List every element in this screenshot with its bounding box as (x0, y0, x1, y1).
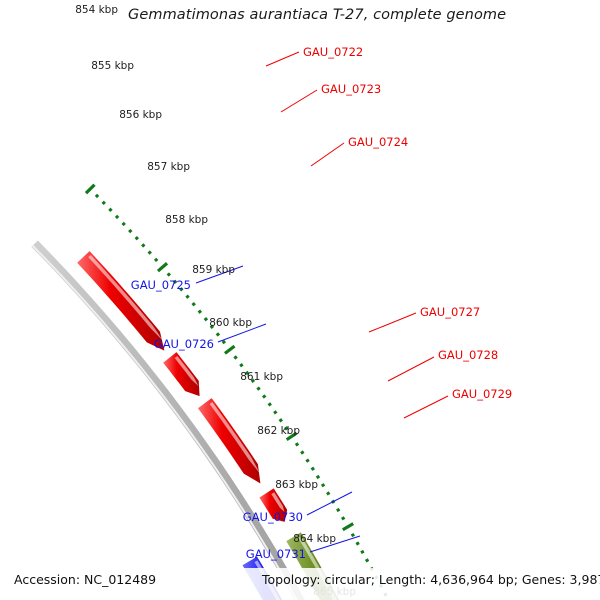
ruler-minor-tick (355, 541, 360, 546)
leader-line-gau_0724 (310, 142, 345, 167)
ruler-minor-tick (320, 483, 326, 488)
ruler-label-9: 863 kbp (275, 479, 318, 491)
forward-strand-track[interactable] (77, 251, 482, 600)
gene-red-3[interactable] (197, 398, 261, 484)
ruler-minor-tick (239, 363, 244, 368)
ruler-label-8: 862 kbp (257, 425, 300, 437)
gene-red-1[interactable] (77, 251, 165, 351)
leader-line-gau_0731 (309, 535, 361, 553)
ruler-minor-tick (350, 532, 355, 538)
ruler-minor-tick (94, 193, 100, 199)
ruler-minor-tick (185, 294, 190, 299)
leader-line-gau_0726 (217, 323, 267, 343)
ruler-major-tick (223, 344, 236, 355)
backbone-highlight (31, 244, 298, 600)
ruler-label-4: 858 kbp (165, 214, 208, 226)
leader-line-gau_0730 (306, 491, 353, 516)
ruler-minor-tick (203, 317, 209, 322)
leader-line-gau_0722 (265, 51, 300, 67)
ruler-minor-tick (121, 221, 126, 227)
gene-leader-lines (195, 51, 449, 553)
ruler-minor-tick (364, 558, 370, 563)
page-title: Gemmatimonas aurantiaca T-27, complete g… (124, 6, 511, 25)
ruler-label-5: 859 kbp (192, 264, 235, 276)
ruler-minor-tick (221, 339, 227, 345)
gene-label-gau_0723[interactable]: GAU_0723 (321, 82, 382, 96)
gene-label-gau_0724[interactable]: GAU_0724 (348, 135, 409, 149)
genome-backbone (31, 240, 305, 600)
ruler-minor-tick (305, 458, 310, 463)
ruler-major-tick (285, 431, 298, 442)
ruler-minor-tick (215, 332, 221, 337)
gene-red-1-highlight (88, 254, 163, 341)
ruler-minor-tick (310, 466, 315, 471)
ruler-minor-tick (128, 228, 133, 234)
ruler-minor-tick (250, 378, 256, 383)
leader-line-gau_0725 (195, 265, 244, 284)
gene-label-gau_0729[interactable]: GAU_0729 (452, 387, 513, 401)
ruler-minor-tick (315, 474, 321, 480)
ruler-minor-tick (147, 250, 152, 255)
gene-red-4-highlight (271, 492, 285, 512)
leader-line-gau_0723 (280, 89, 318, 113)
ruler-minor-tick (336, 507, 341, 513)
gene-label-gau_0727[interactable]: GAU_0727 (420, 305, 481, 319)
ruler-label-6: 860 kbp (209, 317, 252, 329)
status-bar: Accession: NC_012489 Topology: circular;… (0, 568, 600, 600)
ruler-minor-tick (191, 301, 196, 307)
leader-line-gau_0728 (387, 356, 435, 382)
ruler-label-7: 861 kbp (240, 371, 283, 383)
ruler-minor-tick (209, 324, 215, 329)
ruler-label-0: 854 kbp (75, 4, 118, 16)
gene-red-2-highlight (174, 355, 199, 387)
gene-label-gau_0726[interactable]: GAU_0726 (153, 337, 214, 351)
ruler-minor-tick (256, 386, 261, 391)
ruler-minor-tick (284, 426, 289, 431)
ruler-label-2: 856 kbp (119, 109, 162, 121)
ruler-minor-tick (267, 402, 272, 407)
gene-label-gau_0730[interactable]: GAU_0730 (242, 510, 303, 524)
ruler-minor-tick (294, 442, 300, 447)
ruler-minor-tick (326, 491, 331, 496)
gene-label-gau_0731[interactable]: GAU_0731 (245, 547, 306, 561)
coordinate-ruler (84, 183, 388, 597)
ruler-minor-tick (153, 257, 159, 263)
ruler-major-tick (156, 262, 169, 273)
ruler-minor-tick (300, 450, 305, 455)
gene-label-gau_0722[interactable]: GAU_0722 (303, 45, 364, 59)
leader-line-gau_0727 (368, 312, 417, 333)
gene-label-gau_0725[interactable]: GAU_0725 (130, 278, 191, 292)
genome-stats-text: Topology: circular; Length: 4,636,964 bp… (262, 572, 600, 587)
ruler-label-3: 857 kbp (147, 161, 190, 173)
ruler-minor-tick (273, 410, 278, 415)
ruler-minor-tick (101, 200, 106, 206)
gene-red-2[interactable] (163, 352, 200, 397)
leader-line-gau_0729 (403, 395, 449, 419)
ruler-major-tick (84, 183, 96, 195)
gene-red-4[interactable] (259, 488, 288, 522)
ruler-minor-tick (166, 272, 172, 277)
ruler-label-10: 864 kbp (293, 533, 336, 545)
ruler-minor-tick (197, 309, 203, 314)
ruler-minor-tick (114, 214, 120, 220)
gene-label-gau_0728[interactable]: GAU_0728 (438, 348, 499, 362)
gene-red-3-highlight (209, 401, 260, 474)
ruler-label-1: 855 kbp (91, 60, 134, 72)
ruler-minor-tick (179, 287, 184, 292)
backbone-line (31, 240, 305, 600)
ruler-minor-tick (244, 370, 250, 376)
ruler-minor-tick (278, 418, 283, 423)
ruler-major-tick (342, 522, 355, 532)
ruler-minor-tick (233, 355, 238, 360)
ruler-minor-tick (108, 207, 113, 213)
ruler-minor-tick (262, 394, 267, 399)
ruler-minor-tick (172, 279, 178, 285)
ruler-minor-tick (141, 243, 146, 248)
accession-text: Accession: NC_012489 (14, 572, 157, 587)
ruler-minor-tick (134, 236, 139, 241)
ruler-minor-tick (340, 516, 346, 521)
ruler-minor-tick (360, 549, 365, 555)
